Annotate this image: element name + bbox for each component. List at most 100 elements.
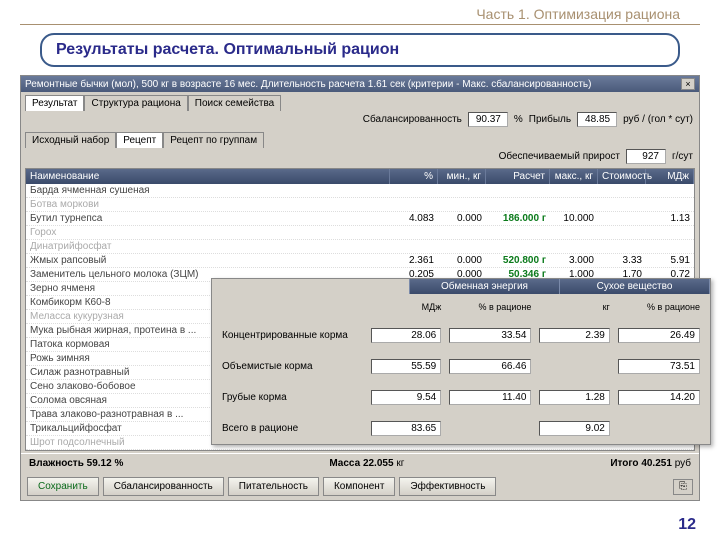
overlay-cell: 66.46: [449, 359, 531, 374]
cell-name: Ботва моркови: [26, 198, 390, 211]
component-button[interactable]: Компонент: [323, 477, 395, 496]
overlay-grid: МДж % в рационе кг % в рационе: [212, 294, 710, 320]
tab-source[interactable]: Исходный набор: [25, 132, 116, 148]
overlay-row: Всего в рационе83.659.02: [212, 413, 710, 444]
cell: [486, 184, 550, 197]
metric-row-1: Сбалансированность 90.37 % Прибыль 48.85…: [21, 110, 699, 129]
moisture-value: 59.12 %: [87, 458, 124, 469]
tab-structure[interactable]: Структура рациона: [84, 95, 187, 111]
th-mdj[interactable]: МДж: [646, 169, 694, 184]
tab-result[interactable]: Результат: [25, 95, 84, 111]
cell-name: Барда ячменная сушеная: [26, 184, 390, 197]
close-icon[interactable]: ×: [681, 78, 695, 90]
overlay-cell: 9.54: [371, 390, 441, 405]
overlay-row-label: Концентрированные корма: [222, 330, 363, 341]
total-label: Итого: [610, 458, 638, 469]
th-pct[interactable]: %: [390, 169, 438, 184]
cell: 3.000: [550, 254, 598, 267]
balance-button[interactable]: Сбалансированность: [103, 477, 224, 496]
cell: 2.361: [390, 254, 438, 267]
overlay-h2: Сухое вещество: [560, 279, 710, 294]
slide-title: Результаты расчета. Оптимальный рацион: [40, 33, 680, 67]
bal-unit: %: [514, 114, 523, 125]
cell: [646, 226, 694, 239]
cell: [598, 184, 646, 197]
cell: [486, 198, 550, 211]
overlay-cell: 1.28: [539, 390, 609, 405]
overlay-row-label: Грубые корма: [222, 392, 363, 403]
overlay-header: Обменная энергия Сухое вещество: [212, 279, 710, 294]
tab-family[interactable]: Поиск семейства: [188, 95, 281, 111]
cell: 186.000 г: [486, 212, 550, 225]
cell: [438, 198, 486, 211]
overlay-cell: 28.06: [371, 328, 441, 343]
tabs-primary: Результат Структура рациона Поиск семейс…: [21, 92, 699, 110]
overlay-cell: 9.02: [539, 421, 609, 436]
cell: 520.800 г: [486, 254, 550, 267]
overlay-sub1: МДж: [371, 302, 441, 312]
th-max[interactable]: макс., кг: [550, 169, 598, 184]
page-number: 12: [678, 516, 696, 534]
obes-unit: г/сут: [672, 151, 693, 162]
cell-name: Горох: [26, 226, 390, 239]
table-row[interactable]: Барда ячменная сушеная: [26, 184, 694, 198]
prib-unit: руб / (гол * сут): [623, 114, 693, 125]
overlay-cell: 55.59: [371, 359, 441, 374]
cell: [390, 226, 438, 239]
app-window: Ремонтные бычки (мол), 500 кг в возрасте…: [20, 75, 700, 501]
window-titlebar: Ремонтные бычки (мол), 500 кг в возрасте…: [21, 76, 699, 92]
efficiency-button[interactable]: Эффективность: [399, 477, 496, 496]
status-bar: Влажность 59.12 % Масса 22.055 кг Итого …: [21, 453, 699, 473]
moisture-label: Влажность: [29, 458, 84, 469]
th-cost[interactable]: Стоимость: [598, 169, 646, 184]
mass-unit: кг: [396, 458, 404, 469]
overlay-sub4: % в рационе: [618, 302, 700, 312]
table-row[interactable]: Жмых рапсовый2.3610.000520.800 г3.0003.3…: [26, 254, 694, 268]
th-name[interactable]: Наименование: [26, 169, 390, 184]
tab-recipe[interactable]: Рецепт: [116, 132, 163, 148]
cell-name: Жмых рапсовый: [26, 254, 390, 267]
overlay-row-label: Объемистые корма: [222, 361, 363, 372]
metric-row-2: Обеспечиваемый прирост 927 г/сут: [21, 147, 699, 166]
cell: [486, 240, 550, 253]
cell: [598, 212, 646, 225]
nutrition-button[interactable]: Питательность: [228, 477, 319, 496]
table-row[interactable]: Бутил турнепса4.0830.000186.000 г10.0001…: [26, 212, 694, 226]
mass-value: 22.055: [363, 458, 394, 469]
cell: [646, 198, 694, 211]
button-bar: Сохранить Сбалансированность Питательнос…: [21, 473, 699, 500]
save-button[interactable]: Сохранить: [27, 477, 99, 496]
cell: [438, 226, 486, 239]
cell: [550, 184, 598, 197]
overlay-cell: 26.49: [618, 328, 700, 343]
cell: [486, 226, 550, 239]
cell: 10.000: [550, 212, 598, 225]
cell: [598, 198, 646, 211]
cell: 0.000: [438, 254, 486, 267]
mass-label: Масса: [329, 458, 360, 469]
prib-value: 48.85: [577, 112, 617, 127]
prib-label: Прибыль: [529, 114, 571, 125]
cell: 0.000: [438, 212, 486, 225]
bal-value: 90.37: [468, 112, 508, 127]
obes-value: 927: [626, 149, 666, 164]
cell: [598, 240, 646, 253]
cell-name: Динатрийфосфат: [26, 240, 390, 253]
exit-icon[interactable]: ⎘: [673, 479, 693, 495]
table-header: Наименование % мин., кг Расчет макс., кг…: [26, 169, 694, 184]
window-title: Ремонтные бычки (мол), 500 кг в возрасте…: [25, 79, 591, 90]
table-row[interactable]: Горох: [26, 226, 694, 240]
bal-label: Сбалансированность: [363, 114, 462, 125]
th-calc[interactable]: Расчет: [486, 169, 550, 184]
overlay-row: Грубые корма9.5411.401.2814.20: [212, 382, 710, 413]
obes-label: Обеспечиваемый прирост: [499, 151, 620, 162]
table-row[interactable]: Ботва моркови: [26, 198, 694, 212]
cell: [598, 226, 646, 239]
th-min[interactable]: мин., кг: [438, 169, 486, 184]
table-row[interactable]: Динатрийфосфат: [26, 240, 694, 254]
overlay-cell: 33.54: [449, 328, 531, 343]
overlay-row: Концентрированные корма28.0633.542.3926.…: [212, 320, 710, 351]
overlay-cell: 11.40: [449, 390, 531, 405]
cell-name: Бутил турнепса: [26, 212, 390, 225]
tab-recipe-groups[interactable]: Рецепт по группам: [163, 132, 264, 148]
